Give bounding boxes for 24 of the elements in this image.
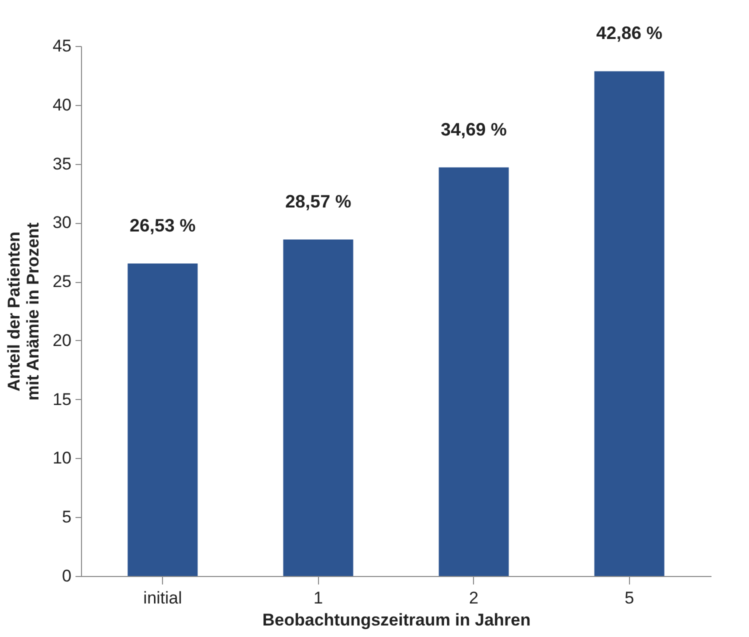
x-tick-label: initial (143, 588, 182, 608)
y-tick-label: 20 (52, 330, 72, 350)
bar (438, 167, 509, 576)
x-tick-label: 2 (469, 588, 479, 608)
y-tick-label: 25 (52, 272, 72, 292)
y-tick-label: 35 (52, 154, 72, 174)
y-tick-label: 15 (52, 390, 72, 409)
data-label: 28,57 % (285, 192, 352, 212)
bar (128, 264, 198, 576)
x-tick-label: 1 (313, 588, 323, 608)
y-axis-title: Anteil der Patienten mit Anämie in Prozent (4, 222, 43, 400)
y-tick-label: 40 (52, 95, 72, 114)
y-tick-label: 30 (52, 213, 72, 232)
data-label: 42,86 % (596, 23, 662, 44)
data-label: 34,69 % (440, 119, 507, 140)
x-axis-title: Beobachtungszeitraum in Jahren (262, 610, 531, 630)
y-tick-label: 45 (52, 36, 72, 56)
bar (594, 71, 664, 576)
x-tick-label: 5 (624, 588, 634, 608)
y-tick-label: 10 (52, 448, 72, 468)
y-tick-label: 0 (62, 566, 72, 586)
y-tick-label: 5 (62, 508, 72, 527)
data-label: 26,53 % (130, 216, 196, 236)
bar (283, 240, 354, 576)
